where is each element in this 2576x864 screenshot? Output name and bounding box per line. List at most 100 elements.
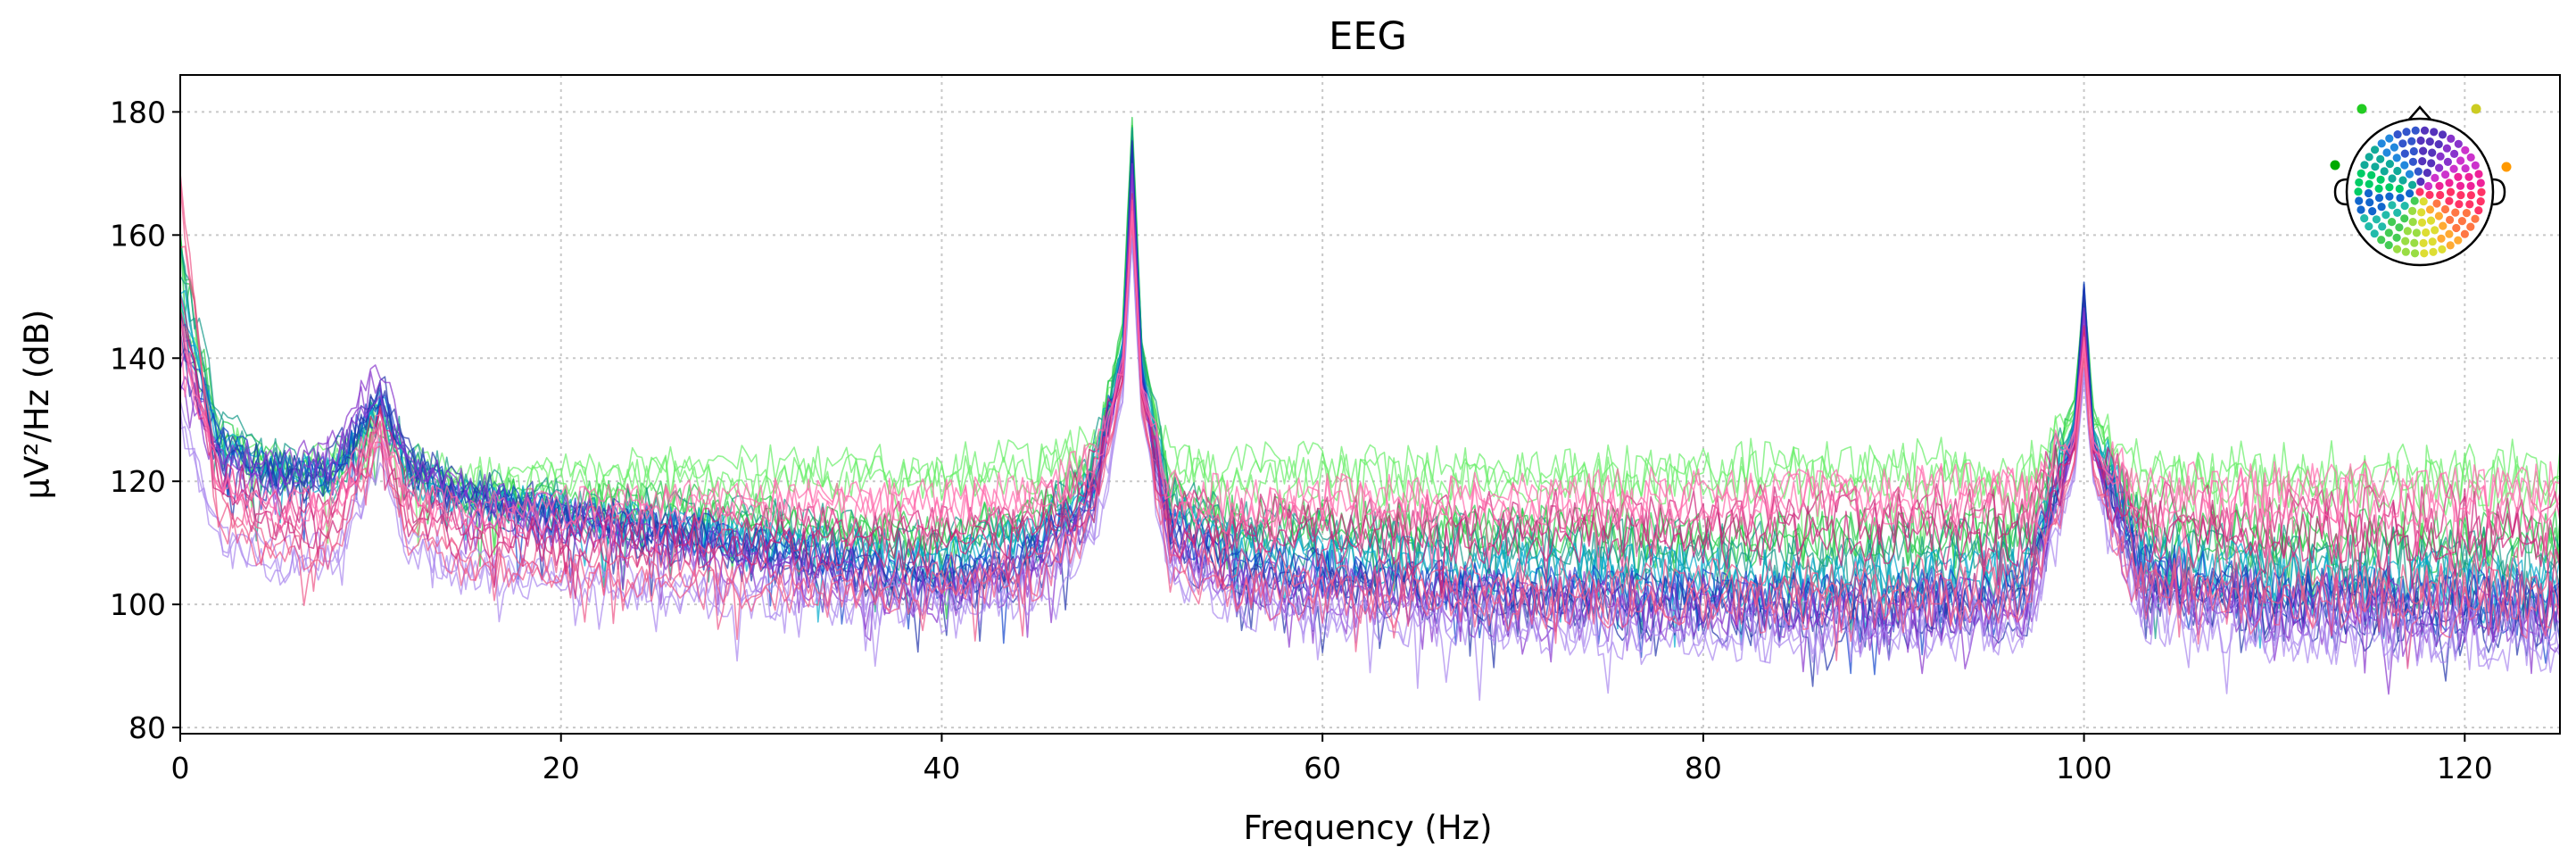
sensor-dot: [2408, 180, 2417, 189]
sensor-dot: [2431, 173, 2439, 182]
sensor-dot: [2380, 167, 2389, 176]
sensor-dot: [2364, 188, 2373, 198]
y-tick-label: 80: [128, 710, 166, 745]
sensor-dot: [2377, 203, 2386, 212]
gridlines: [179, 75, 2560, 734]
sensor-dot: [2455, 200, 2464, 209]
sensor-dot: [2377, 236, 2386, 245]
x-axis-ticks: 0 20 40 60 80 100 120: [171, 734, 2493, 785]
chart-title: EEG: [1329, 14, 1407, 59]
sensor-dot: [2393, 208, 2402, 217]
sensor-dot: [2456, 156, 2465, 165]
y-axis-label: µV²/Hz (dB): [18, 310, 56, 500]
sensor-dot: [2376, 154, 2385, 163]
sensor-dot: [2465, 200, 2474, 209]
sensor-dot: [2388, 174, 2397, 183]
sensor-dot: [2420, 249, 2429, 258]
sensor-dot: [2466, 181, 2475, 190]
psd-traces: [179, 116, 2561, 702]
sensor-dot: [2449, 164, 2458, 173]
sensor-dot: [2355, 196, 2364, 205]
sensor-dot: [2445, 229, 2454, 238]
sensor-dot: [2415, 187, 2424, 196]
sensor-dot: [2428, 148, 2437, 157]
sensor-dot: [2435, 181, 2444, 190]
sensor-dot: [2466, 153, 2475, 162]
sensor-dot: [2454, 172, 2463, 181]
sensor-dot: [2457, 217, 2466, 226]
sensor-dot: [2428, 237, 2437, 246]
head-ear-left: [2333, 178, 2348, 206]
sensor-dot: [2431, 226, 2439, 235]
sensor-dot: [2434, 212, 2443, 220]
sensor-dot: [2392, 233, 2401, 242]
sensor-dot: [2442, 144, 2451, 153]
sensor-dot: [2456, 191, 2465, 200]
sensor-dot: [2390, 143, 2398, 152]
sensor-dot: [2447, 134, 2456, 143]
sensor-dot: [2376, 175, 2385, 184]
x-tick-label: 40: [923, 751, 960, 785]
sensor-dot: [2450, 149, 2459, 158]
y-tick-label: 180: [110, 95, 166, 129]
sensor-dot: [2407, 137, 2416, 145]
sensor-dot: [2360, 214, 2369, 223]
sensor-dot: [2400, 214, 2409, 223]
sensor-dot: [2422, 228, 2431, 237]
sensor-dot: [2401, 247, 2410, 256]
psd-trace: [179, 168, 2561, 556]
sensor-dot: [2452, 223, 2461, 233]
sensor-dot: [2417, 208, 2426, 217]
sensor-dot: [2476, 179, 2485, 187]
sensor-dot: [2474, 170, 2483, 179]
sensor-topomap-inset: [2330, 104, 2512, 267]
sensor-dot: [2357, 205, 2365, 214]
sensor-dot: [2409, 146, 2418, 156]
sensor-dot: [2360, 161, 2369, 170]
psd-trace: [179, 156, 2561, 646]
psd-trace: [179, 210, 2561, 570]
sensor-dot: [2385, 134, 2394, 143]
sensor-dot: [2437, 234, 2446, 243]
sensor-dot: [2384, 241, 2393, 250]
sensor-dot: [2374, 194, 2384, 203]
sensor-dot: [2417, 218, 2427, 227]
sensor-dot: [2426, 216, 2436, 225]
sensor-dot: [2443, 157, 2452, 166]
sensor-dot: [2456, 181, 2465, 190]
sensor-dot: [2408, 218, 2417, 227]
sensor-dot: [2395, 184, 2404, 194]
sensor-dot: [2441, 170, 2450, 179]
sensor-dot: [2365, 198, 2374, 207]
psd-trace: [179, 183, 2561, 661]
sensor-dot: [2388, 201, 2397, 210]
sensor-dot: [2411, 126, 2420, 135]
sensor-dot: [2377, 139, 2386, 148]
sensor-dot: [2461, 145, 2470, 154]
sensor-dot: [2432, 199, 2441, 208]
sensor-dot: [2392, 245, 2402, 253]
sensor-dot: [2419, 146, 2428, 155]
sensor-dot: [2408, 206, 2417, 215]
sensor-dot: [2416, 177, 2425, 187]
sensor-dot: [2451, 208, 2460, 217]
sensor-dot: [2446, 215, 2455, 224]
psd-trace: [179, 238, 2561, 694]
sensor-dot: [2365, 222, 2373, 231]
sensor-dot: [2384, 228, 2393, 237]
sensor-dot: [2406, 189, 2414, 198]
sensor-dot: [2477, 187, 2486, 196]
sensor-dot: [2393, 166, 2402, 176]
sensor-dot: [2408, 157, 2417, 166]
y-tick-label: 100: [110, 587, 166, 622]
sensor-dot: [2423, 181, 2433, 191]
y-tick-label: 160: [110, 218, 166, 253]
sensor-dot: [2466, 222, 2475, 231]
sensor-dot: [2434, 140, 2443, 149]
sensor-dot: [2374, 184, 2383, 193]
x-tick-label: 120: [2437, 751, 2493, 785]
sensor-dot: [2438, 130, 2448, 139]
sensor-dot: [2440, 204, 2450, 214]
sensor-dot: [2474, 206, 2483, 215]
